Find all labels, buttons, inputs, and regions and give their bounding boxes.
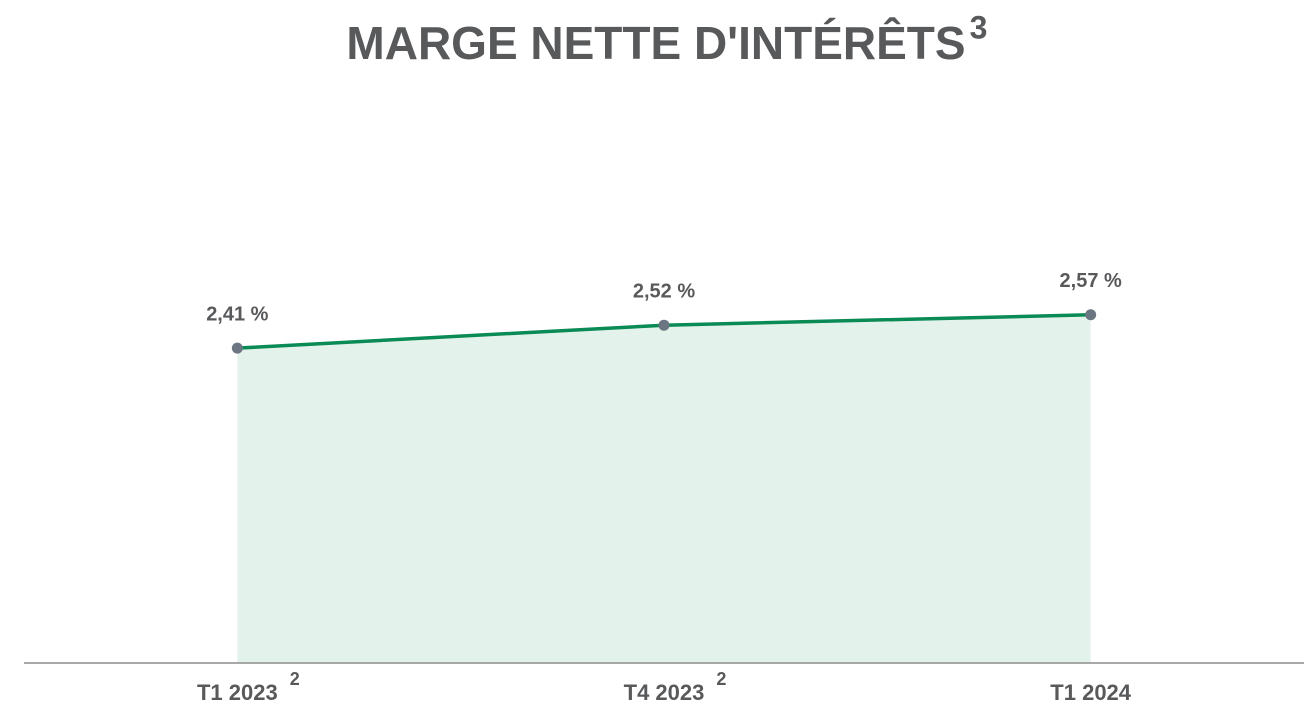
title-superscript: 3 (970, 9, 988, 45)
x-tick-label: T4 2023 (624, 680, 705, 705)
x-tick-label: T1 2024 (1050, 680, 1131, 705)
marker (1085, 309, 1097, 321)
x-tick-superscript: 2 (290, 669, 300, 689)
data-label: 2,41 % (206, 303, 268, 325)
area-fill (237, 314, 1091, 663)
marker (231, 342, 243, 354)
x-tick-label: T1 2023 (197, 680, 278, 705)
data-label: 2,52 % (633, 280, 695, 302)
x-tick-superscript: 2 (716, 669, 726, 689)
data-label: 2,57 % (1060, 270, 1122, 292)
marker (658, 319, 670, 331)
chart-title: MARGE NETTE D'INTÉRÊTS (346, 17, 965, 69)
